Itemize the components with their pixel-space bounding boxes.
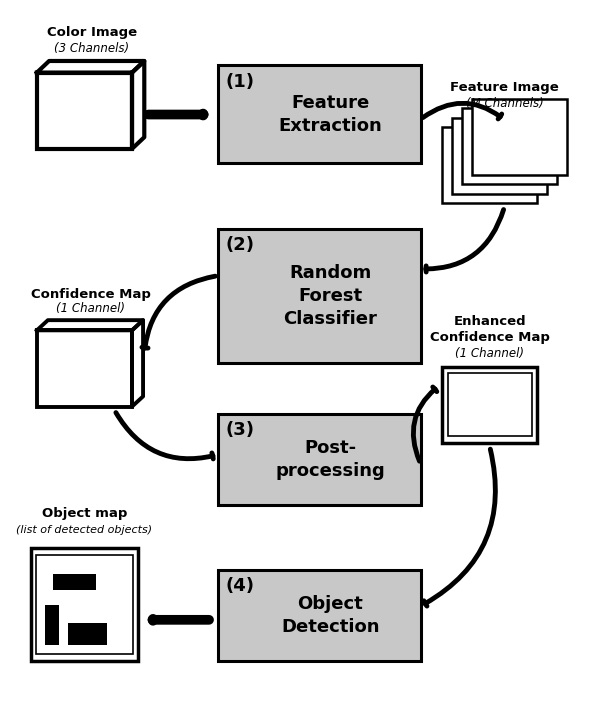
Bar [36,555,133,654]
Text: Enhanced: Enhanced [453,315,526,328]
Bar [218,414,421,505]
Bar [68,623,107,645]
Text: Random
Forest
Classifier: Random Forest Classifier [284,264,377,327]
Bar [472,99,567,175]
Polygon shape [132,320,143,407]
Bar [218,65,421,163]
Text: Post-
processing: Post- processing [276,439,385,480]
Bar [37,330,132,407]
Bar [45,605,59,645]
Bar [218,570,421,661]
Bar [31,548,138,661]
Bar [462,108,557,184]
Bar [442,367,537,443]
Polygon shape [37,320,143,330]
Text: Confidence Map: Confidence Map [430,331,550,344]
Text: Object
Detection: Object Detection [281,595,379,636]
Text: (2): (2) [225,236,254,254]
Text: (M Channels): (M Channels) [465,97,543,110]
Text: (1): (1) [225,73,254,91]
Text: (1 Channel): (1 Channel) [455,347,524,360]
Text: (3): (3) [225,421,254,439]
Bar [448,373,532,436]
Text: Object map: Object map [42,507,127,520]
Polygon shape [132,61,144,149]
Text: (list of detected objects): (list of detected objects) [17,525,152,535]
Text: Confidence Map: Confidence Map [31,287,150,301]
Bar [452,118,547,194]
Bar [37,73,132,149]
Bar [53,574,96,590]
Text: Feature Image: Feature Image [450,81,559,94]
Polygon shape [37,61,144,73]
Text: (3 Channels): (3 Channels) [54,42,130,55]
Bar [218,229,421,363]
Bar [442,127,537,203]
Text: Feature
Extraction: Feature Extraction [279,94,382,135]
Text: (1 Channel): (1 Channel) [56,302,125,315]
Text: (4): (4) [225,577,254,595]
Text: Color Image: Color Image [47,26,137,39]
